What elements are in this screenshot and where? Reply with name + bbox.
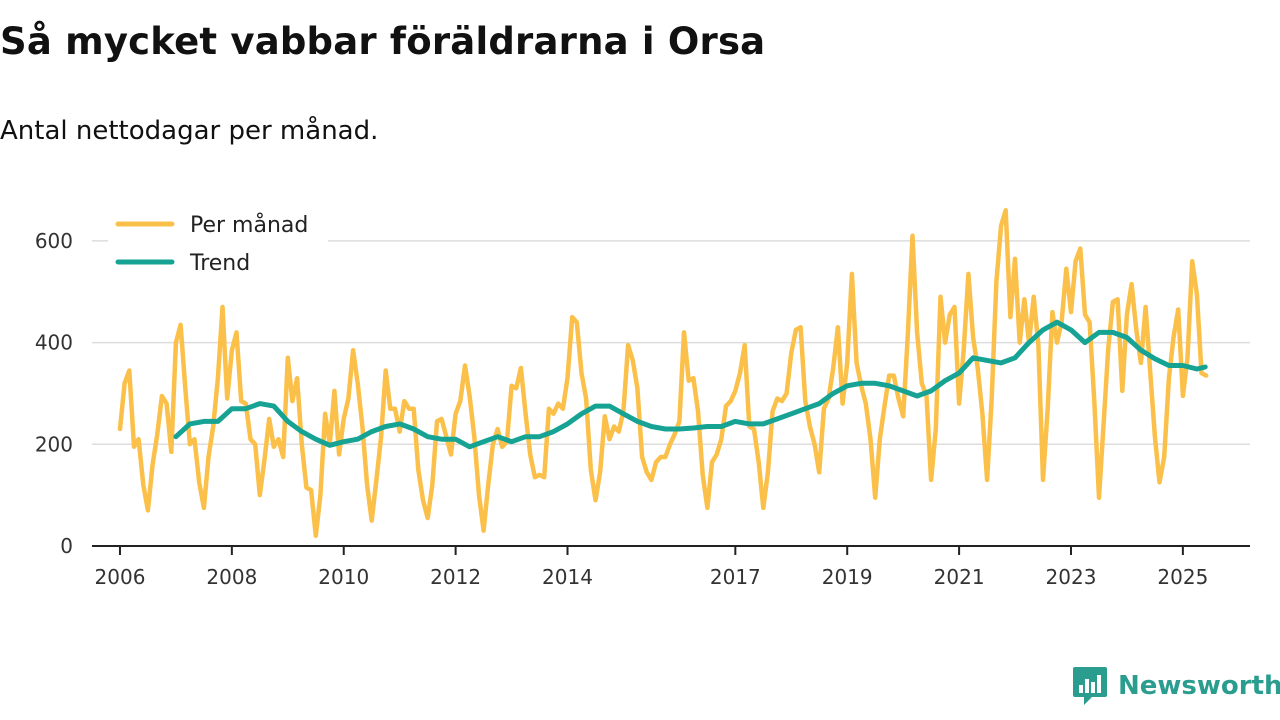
chart-subtitle: Antal nettodagar per månad. [0, 116, 379, 146]
legend-label-trend: Trend [189, 251, 250, 276]
x-tick-label-2010: 2010 [318, 565, 369, 589]
legend-background [108, 200, 328, 280]
brand-name: Newsworthy [1118, 671, 1280, 701]
brand: Newsworthy [1072, 664, 1280, 708]
series-lines [117, 208, 1209, 539]
x-axis: 2006 2008 2010 2012 2014 2017 2019 2021 2023 2025 [92, 545, 1250, 589]
y-tick-label-200: 200 [35, 432, 73, 456]
x-tick-label-2006: 2006 [95, 565, 146, 589]
y-axis-ticks: 0 200 400 600 [35, 229, 73, 558]
x-tick-label-2025: 2025 [1157, 565, 1208, 589]
x-tick-label-2008: 2008 [206, 565, 257, 589]
series-line-trend [173, 319, 1208, 450]
newsworthy-logo-icon [1073, 667, 1107, 705]
x-tick-label-2019: 2019 [822, 565, 873, 589]
y-tick-label-600: 600 [35, 229, 73, 253]
legend: Per månad Trend [108, 200, 328, 280]
legend-label-per-manad: Per månad [190, 212, 308, 238]
x-tick-label-2023: 2023 [1046, 565, 1097, 589]
x-tick-label-2017: 2017 [710, 565, 761, 589]
x-tick-label-2014: 2014 [542, 565, 593, 589]
y-tick-label-400: 400 [35, 331, 73, 355]
x-tick-label-2021: 2021 [934, 565, 985, 589]
y-tick-label-0: 0 [60, 534, 73, 558]
x-tick-label-2012: 2012 [430, 565, 481, 589]
chart-title: Så mycket vabbar föräldrarna i Orsa [0, 20, 766, 63]
